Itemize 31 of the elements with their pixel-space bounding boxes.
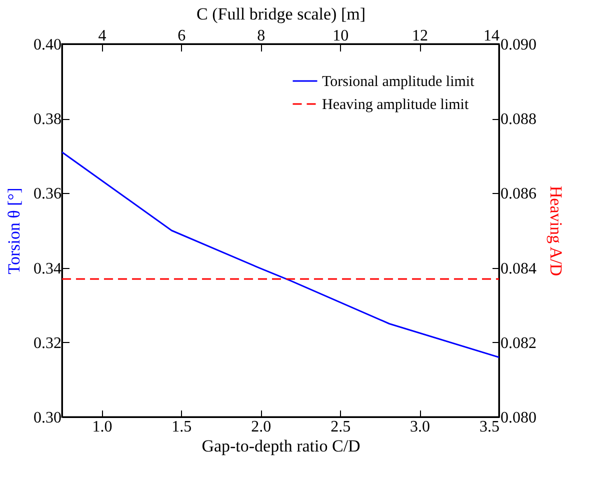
x2-tick-label: 12 bbox=[412, 28, 428, 44]
x2-tick-label: 14 bbox=[484, 28, 500, 44]
y2-tick-label: 0.090 bbox=[500, 36, 536, 54]
x-tick-label: 2.0 bbox=[251, 418, 272, 436]
x-tick-label: 3.0 bbox=[410, 418, 430, 436]
x2-tick-label: 6 bbox=[178, 28, 186, 44]
line-series bbox=[62, 151, 499, 358]
x-tick-label: 1.0 bbox=[92, 418, 112, 436]
x2-tick-label: 4 bbox=[98, 28, 106, 44]
y2-tick-label: 0.084 bbox=[500, 260, 536, 278]
x2-tick-label: 8 bbox=[257, 28, 266, 44]
legend-label: Heaving amplitude limit bbox=[322, 97, 470, 113]
y2-tick-label: 0.088 bbox=[500, 111, 536, 128]
y2-tick-label: 0.080 bbox=[500, 410, 536, 426]
legend-label: Torsional amplitude limit bbox=[322, 74, 476, 90]
y2-tick-label: 0.086 bbox=[500, 186, 536, 203]
y-axis-title: Torsion θ [°] bbox=[4, 188, 24, 274]
x-tick-label: 1.5 bbox=[172, 418, 192, 436]
y-tick-label: 0.30 bbox=[34, 410, 62, 426]
x-tick-label: 2.5 bbox=[330, 418, 351, 436]
y-tick-label: 0.36 bbox=[34, 186, 62, 203]
x2-tick-label: 10 bbox=[332, 28, 349, 44]
y-tick-label: 0.32 bbox=[34, 334, 62, 352]
y2-tick-label: 0.082 bbox=[500, 334, 536, 352]
y2-axis-title: Heaving A/D bbox=[546, 186, 566, 276]
y-tick-label: 0.40 bbox=[34, 36, 62, 54]
y-tick-label: 0.34 bbox=[34, 260, 62, 278]
x-axis-title: Gap-to-depth ratio C/D bbox=[202, 436, 360, 456]
x2-axis-title: C (Full bridge scale) [m] bbox=[196, 4, 366, 24]
x-tick-label: 3.5 bbox=[480, 418, 500, 436]
y-tick-label: 0.38 bbox=[34, 111, 62, 128]
